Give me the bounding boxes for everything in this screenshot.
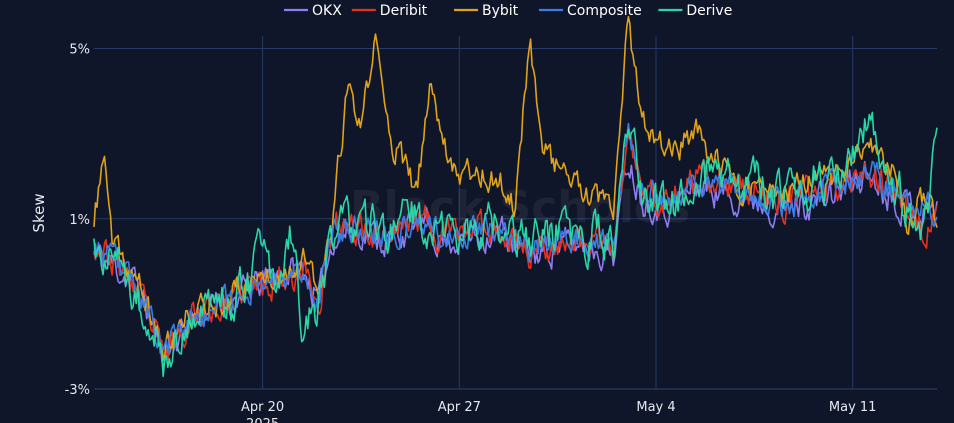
axes: 5% 1% -3% Apr 20 2025 Apr 27 May 4 May 11	[65, 43, 937, 423]
y-tick-label: -3%	[65, 383, 90, 398]
y-axis-title: Skew	[30, 193, 48, 232]
legend-item-composite[interactable]: Composite	[539, 3, 642, 19]
x-tick-sublabel: 2025	[246, 417, 279, 423]
y-tick-label: 1%	[69, 213, 90, 228]
x-tick-label: Apr 27	[438, 400, 481, 415]
series-layer	[93, 15, 938, 378]
legend[interactable]: OKX Deribit Bybit Composite Derive	[284, 3, 732, 19]
x-tick-label: Apr 20	[241, 400, 284, 415]
legend-item-deribit[interactable]: Deribit	[351, 3, 428, 19]
series-line-derive	[93, 111, 938, 378]
legend-label: Derive	[686, 3, 732, 19]
x-tick-label: May 4	[636, 400, 675, 415]
legend-label: Deribit	[380, 3, 428, 19]
legend-item-okx[interactable]: OKX	[284, 3, 342, 19]
x-tick-label: May 11	[829, 400, 877, 415]
legend-label: OKX	[312, 3, 342, 19]
legend-label: Composite	[567, 3, 642, 19]
series-line-bybit	[93, 15, 938, 361]
legend-item-derive[interactable]: Derive	[658, 3, 732, 19]
legend-label: Bybit	[482, 3, 519, 19]
y-tick-label: 5%	[69, 43, 90, 58]
legend-item-bybit[interactable]: Bybit	[454, 3, 519, 19]
